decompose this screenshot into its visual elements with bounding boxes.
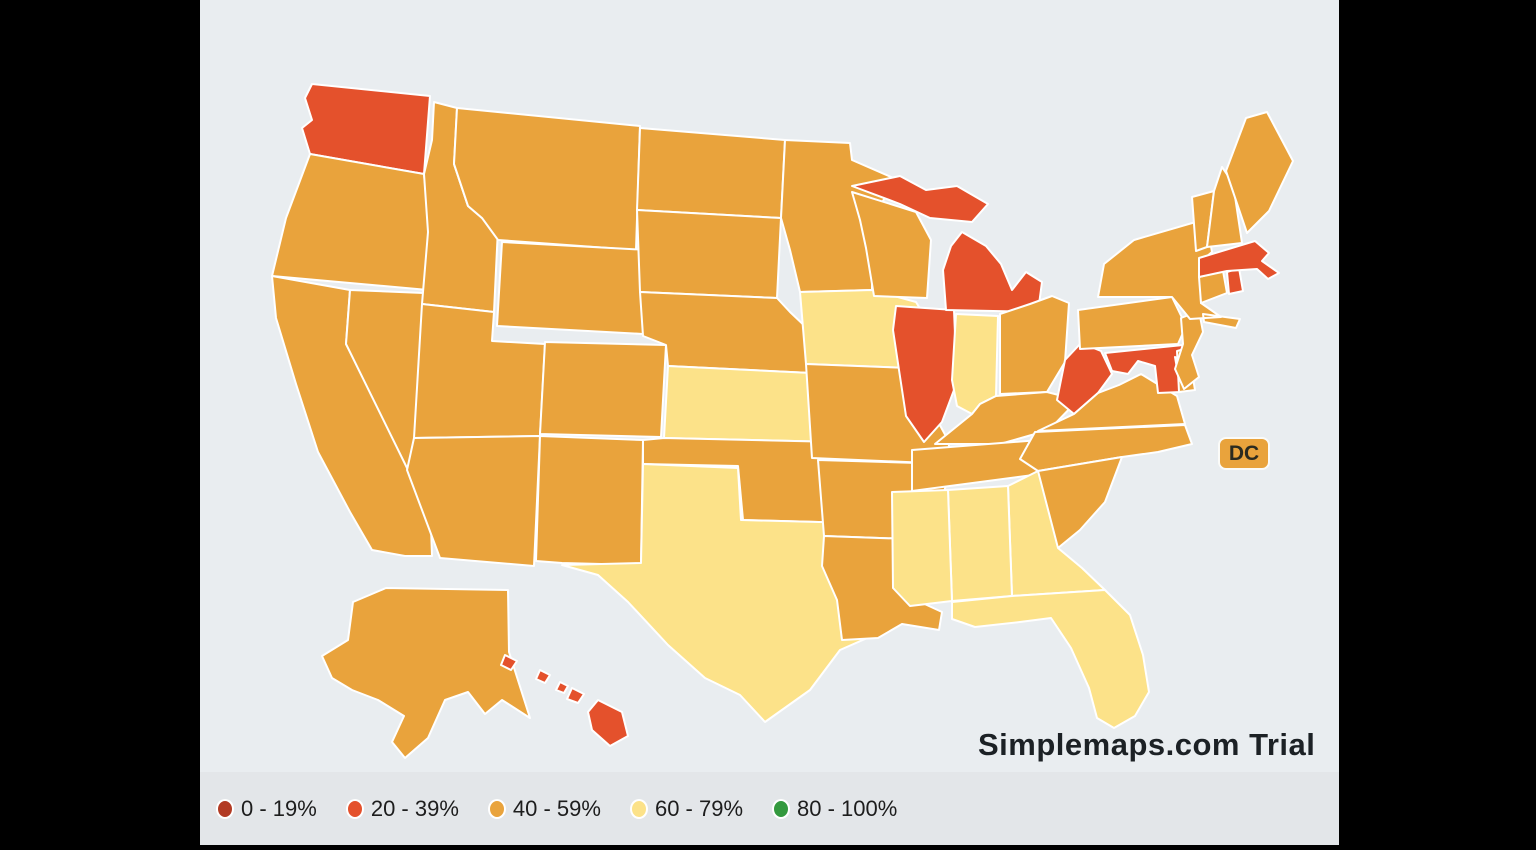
dc-label-chip[interactable]: DC (1218, 437, 1270, 470)
state-north-dakota[interactable] (636, 127, 786, 219)
left-black-bar (0, 0, 200, 850)
legend-dot-icon (216, 798, 234, 819)
legend-dot-icon (487, 798, 506, 819)
state-wyoming[interactable] (496, 241, 649, 335)
legend-item-0-19[interactable]: 0 - 19% (216, 796, 317, 822)
state-rhode-island[interactable] (1226, 267, 1244, 295)
state-michigan[interactable] (851, 175, 1043, 313)
legend-label: 20 - 39% (370, 795, 459, 821)
legend-item-60-79[interactable]: 60 - 79% (629, 795, 744, 822)
state-pennsylvania[interactable] (1077, 296, 1187, 350)
legend-dot-icon (345, 798, 364, 819)
legend: 0 - 19% 20 - 39% 40 - 59% 60 - 79% 80 - 100% (200, 772, 1339, 845)
legend-dot-icon (629, 798, 648, 819)
map-app: DC Simplemaps.com Trial 0 - 19% 20 - 39% 4… (200, 0, 1339, 845)
legend-label: 60 - 79% (654, 795, 744, 821)
state-hawaii[interactable] (500, 654, 629, 747)
state-alabama[interactable] (947, 485, 1013, 602)
state-colorado[interactable] (539, 341, 667, 438)
state-new-mexico[interactable] (535, 435, 644, 566)
legend-label: 40 - 59% (512, 795, 601, 821)
state-alaska[interactable] (321, 587, 531, 759)
legend-item-40-59[interactable]: 40 - 59% (487, 795, 601, 822)
right-black-bar (1339, 0, 1536, 850)
state-massachusetts[interactable] (1198, 240, 1280, 280)
legend-item-80-100[interactable]: 80 - 100% (772, 796, 897, 822)
us-choropleth-map: DC Simplemaps.com Trial (200, 0, 1339, 772)
state-florida[interactable] (951, 589, 1150, 729)
state-oregon[interactable] (271, 153, 431, 291)
state-south-dakota[interactable] (636, 209, 782, 299)
legend-item-20-39[interactable]: 20 - 39% (345, 795, 459, 822)
legend-label: 80 - 100% (797, 795, 898, 821)
state-arizona[interactable] (406, 435, 541, 567)
state-ohio[interactable] (999, 295, 1070, 395)
state-washington[interactable] (301, 83, 431, 175)
state-wisconsin[interactable] (851, 191, 932, 299)
legend-dot-icon (772, 798, 791, 819)
state-north-carolina[interactable] (1019, 424, 1193, 472)
legend-label: 0 - 19% (241, 795, 317, 821)
us-map-svg (271, 83, 1294, 759)
state-mississippi[interactable] (891, 489, 953, 607)
dc-label-text: DC (1228, 441, 1260, 465)
watermark-text: Simplemaps.com Trial (978, 727, 1316, 762)
state-maine[interactable] (1225, 111, 1294, 234)
